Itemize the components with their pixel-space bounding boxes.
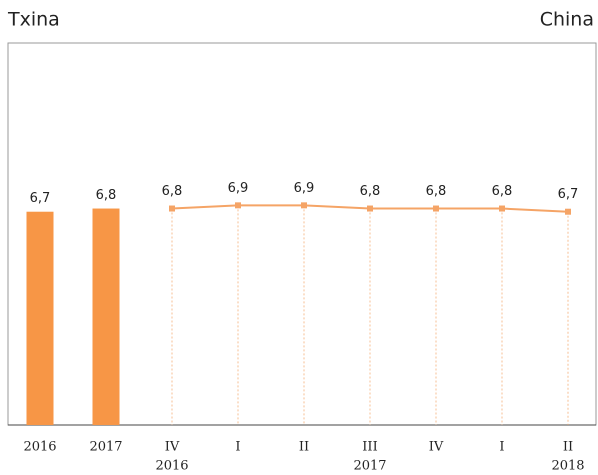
marker [565, 208, 571, 215]
data-label: 6,7 [558, 187, 579, 202]
x-tick-label: 2016 [23, 440, 56, 455]
marker [499, 205, 505, 212]
x-tick-label: IV [165, 440, 180, 455]
marker [235, 202, 241, 209]
x-tick-label: III [362, 440, 377, 455]
data-label: 6,7 [30, 191, 51, 206]
x-year-label: 2017 [353, 459, 386, 474]
x-year-label: 2018 [551, 459, 584, 474]
marker [301, 202, 307, 209]
data-label: 6,9 [294, 181, 315, 196]
data-label: 6,8 [96, 188, 117, 203]
x-tick-label: I [499, 440, 504, 455]
data-label: 6,8 [162, 184, 183, 199]
x-year-label: 2016 [155, 459, 188, 474]
marker [433, 205, 439, 212]
data-label: 6,8 [492, 184, 513, 199]
marker [367, 205, 373, 212]
bar [26, 211, 54, 425]
data-label: 6,8 [426, 184, 447, 199]
marker [169, 205, 175, 212]
x-tick-label: 2017 [89, 440, 122, 455]
x-tick-label: II [299, 440, 309, 455]
data-label: 6,8 [360, 184, 381, 199]
x-tick-label: IV [429, 440, 444, 455]
chart-subtitle: China [540, 9, 594, 31]
x-tick-label: I [235, 440, 240, 455]
chart-title: Txina [7, 9, 60, 31]
x-tick-label: II [563, 440, 573, 455]
data-label: 6,9 [228, 181, 249, 196]
bar [92, 208, 120, 425]
